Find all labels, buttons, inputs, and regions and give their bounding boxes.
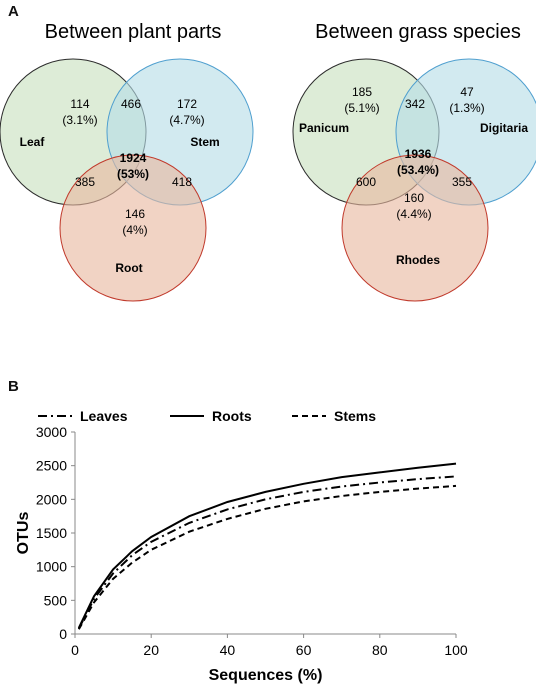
panel-label-a: A xyxy=(8,3,19,20)
venn-circle-root xyxy=(59,154,207,302)
x-tick-label-100: 100 xyxy=(444,642,468,658)
venn-region-leaf-count: 114 xyxy=(70,97,89,111)
panel-label-b: B xyxy=(8,378,19,395)
y-tick-label-2000: 2000 xyxy=(36,491,67,507)
venn-region-stem-root-count: 418 xyxy=(172,175,192,189)
venn-region-stem-count: 172 xyxy=(177,97,197,111)
y-tick-label-2500: 2500 xyxy=(36,458,67,474)
venn-region-panicum-digitaria-count: 342 xyxy=(405,97,425,111)
venn-set-label-digitaria: Digitaria xyxy=(480,121,528,135)
venn-region-panicum-percent: (5.1%) xyxy=(344,101,379,115)
series-line-stems xyxy=(77,484,457,630)
venn-between-plant-parts: Between plant parts Leaf Stem Root 114 (3.1%)… xyxy=(0,21,254,302)
venn-region-leaf-stem-root-percent: (53%) xyxy=(117,167,149,181)
venn-set-label-panicum: Panicum xyxy=(299,121,349,135)
y-tick-label-0: 0 xyxy=(59,626,67,642)
x-tick-label-60: 60 xyxy=(296,642,312,658)
venn-title: Between plant parts xyxy=(45,21,222,43)
venn-region-leaf-root-count: 385 xyxy=(75,175,95,189)
legend-label-stems: Stems xyxy=(334,408,376,424)
x-tick-label-40: 40 xyxy=(220,642,236,658)
rarefaction-line-chart: 0 500 1000 1500 2000 2500 3000 0 20 40 60 80 100 Sequ… xyxy=(15,408,468,684)
legend-label-roots: Roots xyxy=(212,408,252,424)
venn-region-panicum-digitaria-rhodes-percent: (53.4%) xyxy=(397,163,439,177)
legend-label-leaves: Leaves xyxy=(80,408,128,424)
series-line-roots xyxy=(77,462,457,629)
venn-region-digitaria-count: 47 xyxy=(460,85,474,99)
venn-region-root-percent: (4%) xyxy=(122,223,147,237)
venn-region-panicum-count: 185 xyxy=(352,85,372,99)
x-tick-label-0: 0 xyxy=(71,642,79,658)
venn-region-stem-percent: (4.7%) xyxy=(169,113,204,127)
x-tick-label-80: 80 xyxy=(372,642,388,658)
venn-region-leaf-stem-root-count: 1924 xyxy=(120,151,147,165)
venn-between-grass-species: Between grass species Panicum Digitaria Rho… xyxy=(292,21,536,302)
venn-region-leaf-percent: (3.1%) xyxy=(62,113,97,127)
y-tick-label-1000: 1000 xyxy=(36,559,67,575)
venn-region-digitaria-percent: (1.3%) xyxy=(449,101,484,115)
venn-region-panicum-digitaria-rhodes-count: 1936 xyxy=(405,147,432,161)
venn-region-root-count: 146 xyxy=(125,207,145,221)
venn-set-label-stem: Stem xyxy=(190,135,219,149)
y-tick-label-1500: 1500 xyxy=(36,525,67,541)
venn-region-panicum-rhodes-count: 600 xyxy=(356,175,376,189)
venn-set-label-leaf: Leaf xyxy=(20,135,46,149)
venn-region-rhodes-percent: (4.4%) xyxy=(396,207,431,221)
y-tick-label-3000: 3000 xyxy=(36,424,67,440)
venn-title: Between grass species xyxy=(315,21,521,43)
venn-region-digitaria-rhodes-count: 355 xyxy=(452,175,472,189)
y-axis-label: OTUs xyxy=(15,512,32,555)
venn-set-label-root: Root xyxy=(115,261,142,275)
venn-region-leaf-stem-count: 466 xyxy=(121,97,141,111)
x-axis-label: Sequences (%) xyxy=(209,667,323,684)
series-line-leaves xyxy=(77,475,457,630)
venn-diagrams: Between plant parts Leaf Stem Root 114 (3.1%)… xyxy=(0,21,536,302)
x-tick-label-20: 20 xyxy=(143,642,159,658)
y-tick-label-500: 500 xyxy=(44,592,68,608)
venn-set-label-rhodes: Rhodes xyxy=(396,253,440,267)
venn-region-rhodes-count: 160 xyxy=(404,191,424,205)
venn-circle-rhodes xyxy=(341,154,489,302)
